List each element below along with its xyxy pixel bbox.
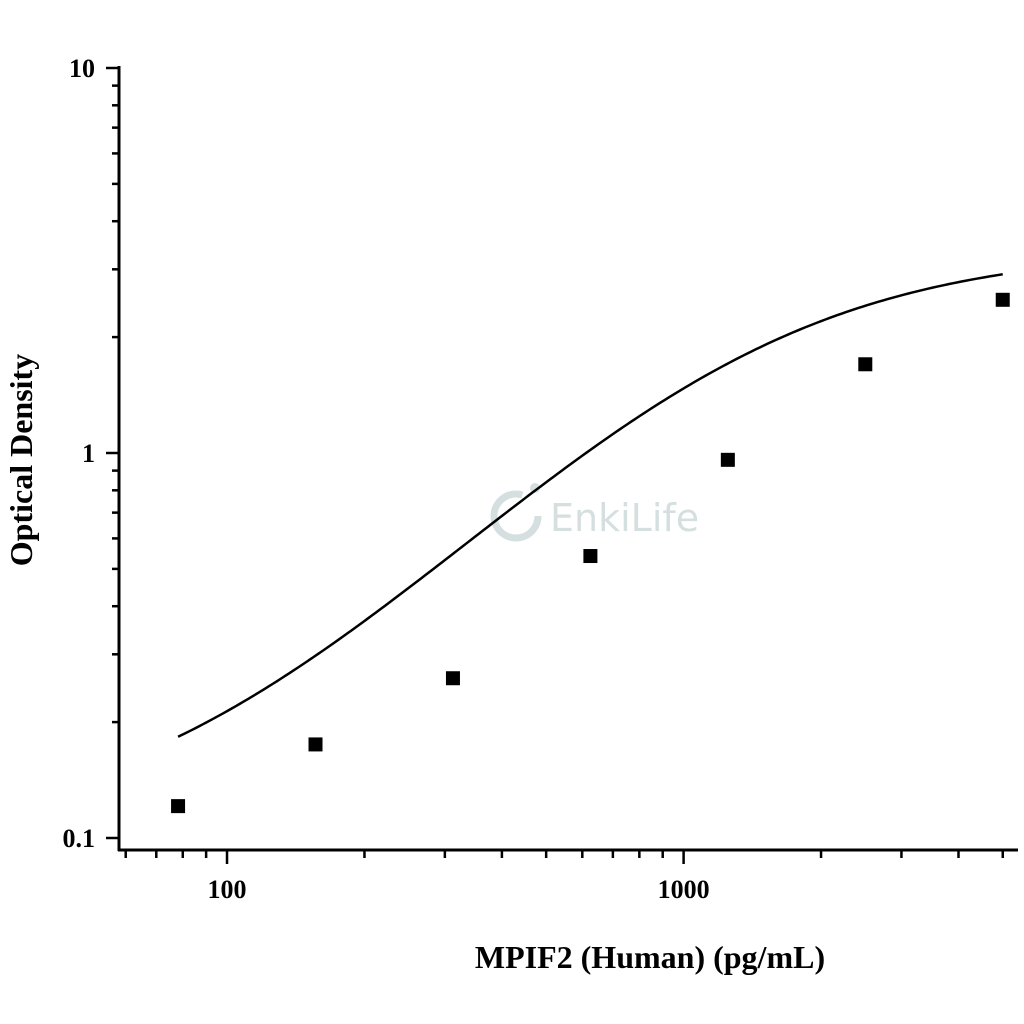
data-point bbox=[445, 671, 460, 686]
watermark-logo-icon bbox=[490, 490, 542, 542]
data-point bbox=[995, 292, 1010, 307]
y-tick-label: 10 bbox=[69, 54, 95, 83]
x-tick-label: 100 bbox=[208, 875, 247, 904]
watermark: EnkiLife bbox=[490, 483, 699, 542]
data-point bbox=[858, 357, 873, 372]
y-axis-title: Optical Density bbox=[3, 354, 39, 566]
ticks bbox=[106, 66, 1004, 864]
data-point bbox=[583, 549, 598, 564]
x-axis-title: MPIF2 (Human) (pg/mL) bbox=[475, 939, 825, 975]
x-tick-label: 1000 bbox=[658, 875, 710, 904]
data-points bbox=[171, 292, 1010, 814]
axes bbox=[117, 66, 1018, 852]
data-point bbox=[171, 799, 186, 814]
watermark-text: EnkiLife bbox=[550, 496, 699, 540]
y-tick-label: 1 bbox=[82, 439, 95, 468]
watermark-logo-dot bbox=[530, 483, 540, 493]
data-point bbox=[308, 737, 323, 752]
fit-curve bbox=[177, 273, 1003, 738]
data-point bbox=[720, 452, 735, 467]
tick-labels: 0.1 1 10 100 1000 bbox=[63, 54, 710, 904]
y-tick-label: 0.1 bbox=[63, 824, 96, 853]
